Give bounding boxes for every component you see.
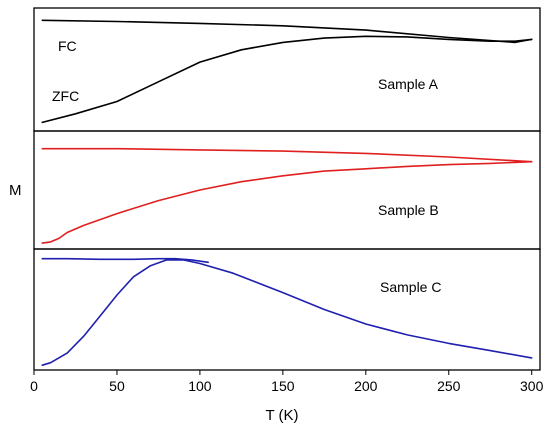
x-tick-label: 150 — [271, 378, 295, 394]
series-line-3-fc — [41, 257, 209, 264]
panel-label-sample-c: Sample C — [380, 279, 441, 295]
curves — [41, 19, 533, 367]
panel-label-sample-a: Sample A — [378, 76, 439, 92]
panel-frames — [33, 7, 541, 371]
series-line-2-zfc — [41, 160, 533, 244]
x-tick-label: 200 — [354, 378, 378, 394]
y-axis-label: M — [9, 182, 22, 199]
fc-annotation: FC — [58, 38, 77, 54]
zfc-annotation: ZFC — [52, 88, 79, 104]
x-tick-label: 100 — [188, 378, 212, 394]
x-tick-label: 50 — [109, 378, 125, 394]
series-line-1-zfc — [41, 35, 533, 124]
x-ticks: 0 50 100 150 200 250 300 — [30, 370, 544, 394]
series-line-3-zfc — [41, 259, 533, 367]
x-axis-label: T (K) — [265, 407, 298, 424]
x-tick-label: 0 — [30, 378, 38, 394]
series-line-2-fc — [41, 147, 533, 163]
panel-label-sample-b: Sample B — [378, 202, 439, 218]
panel-frame-3 — [33, 248, 541, 371]
x-tick-label: 250 — [437, 378, 461, 394]
x-tick-label: 300 — [520, 378, 544, 394]
